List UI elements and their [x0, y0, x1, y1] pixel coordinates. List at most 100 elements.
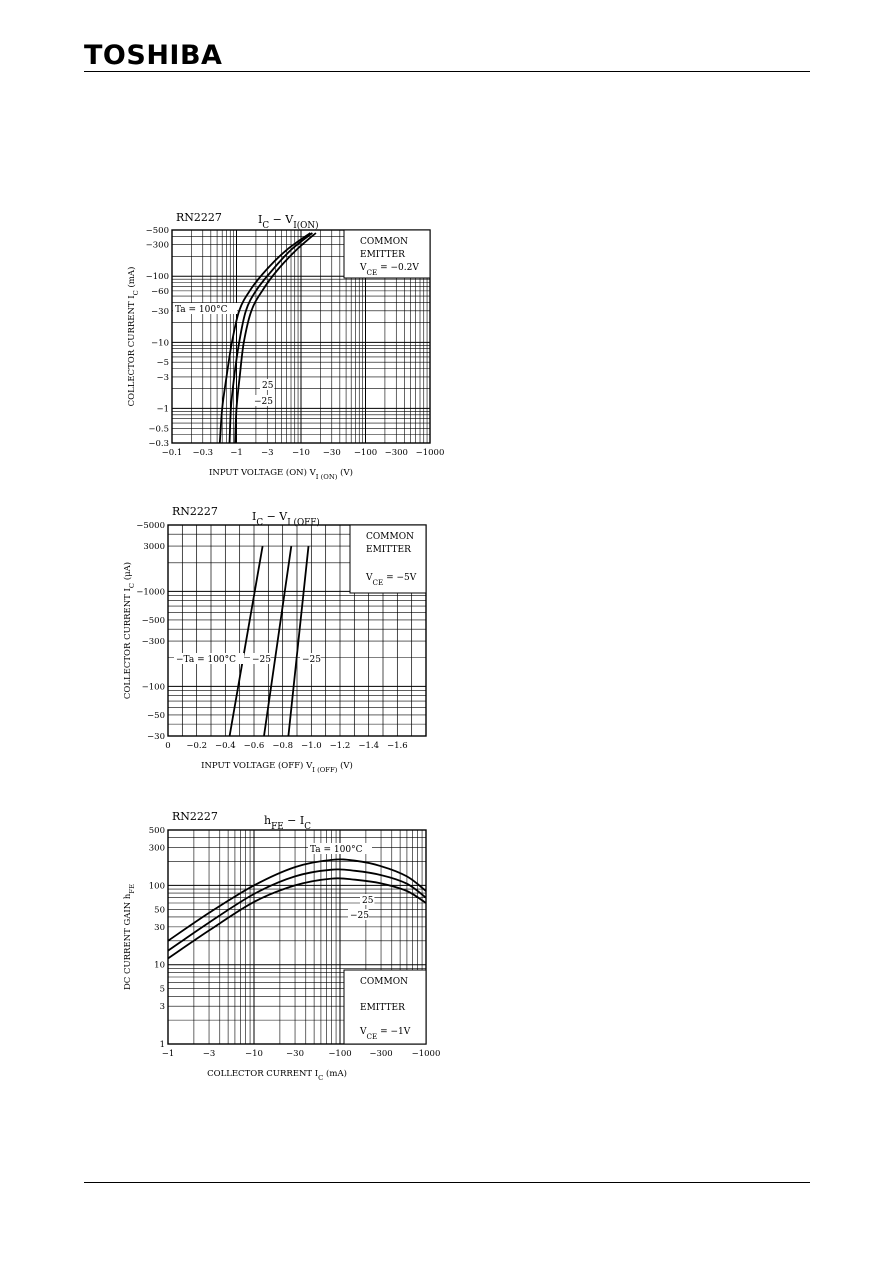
toshiba-logo: TOSHIBA	[84, 40, 223, 71]
y-tick-label: −30	[151, 307, 169, 317]
x-tick-label: −100	[354, 448, 377, 458]
x-tick-label: −10	[292, 448, 310, 458]
series-line-2	[167, 877, 427, 960]
x-tick-label: −0.1	[162, 448, 183, 458]
conditions-line3: VCE = −0.2V	[359, 263, 419, 277]
y-axis-label: COLLECTOR CURRENT IC (μA)	[122, 562, 136, 699]
footer-rule	[84, 1182, 810, 1183]
conditions-line1: COMMON	[366, 532, 414, 542]
y-tick-label: −1000	[136, 587, 165, 597]
y-tick-label: −3	[156, 373, 169, 383]
plot-frame	[167, 829, 427, 1045]
x-tick-label: −1000	[412, 1049, 441, 1059]
series-label-bg	[252, 395, 273, 406]
header-rule	[84, 71, 810, 72]
y-tick-label: 300	[149, 844, 165, 854]
y-tick-label: −5000	[136, 521, 165, 531]
x-axis-label: INPUT VOLTAGE (OFF) VI (OFF) (V)	[201, 760, 353, 774]
series-label: −25	[252, 655, 271, 665]
y-tick-label: −0.3	[148, 439, 169, 449]
conditions-box	[343, 969, 427, 1045]
x-tick-label: −1.4	[358, 741, 379, 751]
y-tick-label: 3000	[143, 542, 165, 552]
x-tick-label: −0.8	[272, 741, 293, 751]
conditions-line3: VCE = −1V	[359, 1027, 411, 1041]
y-tick-label: −500	[142, 616, 165, 626]
series-label-bg	[260, 379, 275, 390]
series-label: −25	[254, 397, 273, 407]
y-tick-label: −5	[156, 358, 169, 368]
series-label: −25	[302, 655, 321, 665]
x-tick-label: −10	[245, 1049, 263, 1059]
series-label-bg	[250, 653, 271, 664]
y-tick-label: 50	[154, 905, 165, 915]
y-tick-label: −50	[147, 711, 165, 721]
x-tick-label: −300	[385, 448, 408, 458]
x-tick-label: −30	[323, 448, 341, 458]
x-tick-label: −1000	[416, 448, 445, 458]
y-tick-label: 500	[149, 826, 165, 836]
y-tick-label: −300	[142, 637, 165, 647]
series-line-0	[228, 545, 264, 737]
conditions-box	[349, 524, 427, 594]
y-tick-label: 10	[154, 961, 165, 971]
y-tick-label: −100	[146, 272, 169, 282]
x-tick-label: −3	[203, 1049, 216, 1059]
y-tick-label: −1	[156, 404, 169, 414]
y-tick-label: 30	[154, 923, 165, 933]
conditions-line2: EMITTER	[360, 1003, 405, 1013]
series-label: Ta = 100°C	[310, 845, 363, 855]
y-tick-label: 1	[160, 1040, 165, 1050]
x-tick-label: −0.6	[244, 741, 265, 751]
x-tick-label: −0.2	[186, 741, 207, 751]
series-line-0	[167, 858, 427, 942]
part-number: RN2227	[172, 810, 218, 823]
conditions-line2: EMITTER	[366, 545, 411, 555]
y-tick-label: −500	[146, 226, 169, 236]
y-tick-label: −10	[151, 338, 169, 348]
series-label-bg	[308, 843, 372, 854]
chart-title: IC − VI(ON)	[258, 213, 319, 231]
series-line-1	[167, 868, 427, 952]
hfe-ic-chart: COMMON EMITTER VCE = −1V −1 −3 −10 −30 −100 −300…	[123, 810, 441, 1082]
series-label-bg	[174, 653, 245, 664]
y-tick-label: −300	[146, 241, 169, 251]
series-label-bg	[300, 653, 321, 664]
y-tick-label: 5	[160, 985, 165, 995]
y-axis-label: COLLECTOR CURRENT IC (mA)	[126, 267, 140, 407]
plot-frame	[171, 229, 431, 444]
conditions-box	[343, 229, 431, 279]
part-number: RN2227	[172, 505, 218, 518]
series-label-bg	[173, 303, 237, 314]
x-tick-label: −1.2	[330, 741, 351, 751]
series-line-2	[234, 232, 317, 444]
x-tick-label: −300	[369, 1049, 392, 1059]
series-line-1	[263, 545, 293, 737]
conditions-line3: VCE = −5V	[365, 573, 417, 587]
y-tick-label: −60	[151, 287, 169, 297]
series-label: 25	[262, 381, 274, 391]
x-tick-label: −0.3	[192, 448, 213, 458]
y-axis-label: DC CURRENT GAIN hFE	[123, 884, 136, 990]
grid	[167, 829, 426, 1045]
x-tick-label: 0	[165, 741, 170, 751]
x-tick-label: −0.4	[215, 741, 236, 751]
series-label-bg	[360, 894, 375, 905]
chart-title: IC − VI (OFF)	[252, 510, 320, 528]
conditions-line1: COMMON	[360, 977, 408, 987]
series-label: −Ta = 100°C	[176, 655, 236, 665]
x-tick-label: −3	[261, 448, 274, 458]
x-tick-label: −1	[162, 1049, 175, 1059]
series-line-2	[287, 546, 310, 737]
conditions-line1: COMMON	[360, 237, 408, 247]
x-tick-label: −100	[328, 1049, 351, 1059]
series-line-1	[228, 232, 313, 444]
y-tick-label: −30	[147, 732, 165, 742]
series-label-bg	[348, 909, 369, 920]
y-tick-label: 100	[149, 881, 165, 891]
x-tick-label: −1.6	[387, 741, 408, 751]
grid	[171, 229, 430, 444]
y-tick-label: −0.5	[148, 424, 169, 434]
conditions-line2: EMITTER	[360, 250, 405, 260]
